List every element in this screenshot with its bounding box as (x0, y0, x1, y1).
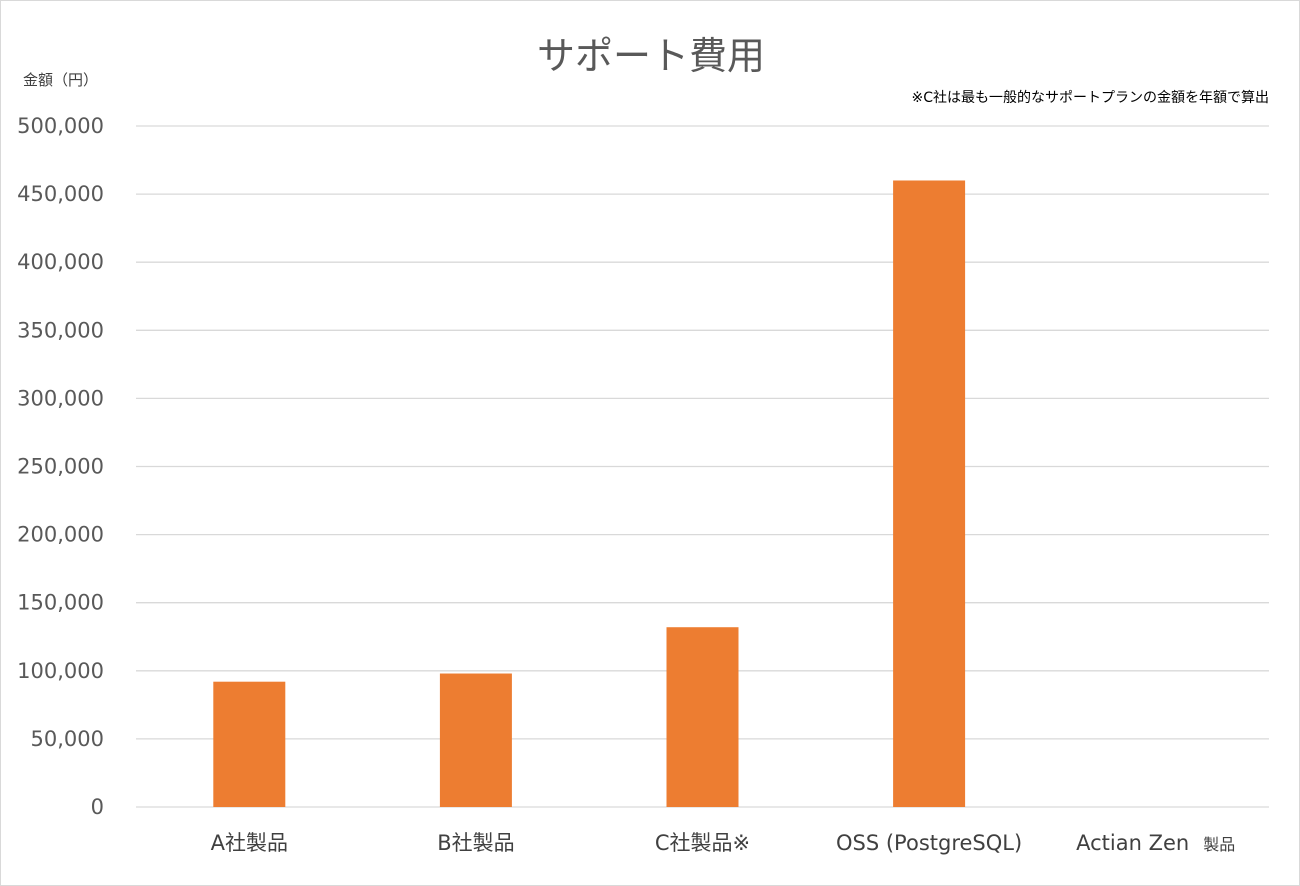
x-tick-label: OSS (PostgreSQL) (836, 831, 1022, 855)
x-tick-main: C社製品※ (655, 831, 750, 855)
bar (893, 180, 966, 808)
x-tick-main: Actian Zen (1076, 831, 1189, 855)
x-tick-label: C社製品※ (655, 831, 750, 855)
bar (213, 681, 286, 807)
y-tick-label: 450,000 (17, 182, 104, 206)
x-tick-main: A社製品 (211, 831, 288, 855)
y-tick-label: 150,000 (17, 591, 104, 615)
y-axis-label: 金額（円） (23, 71, 98, 89)
x-tick-label: B社製品 (437, 831, 514, 855)
y-tick-label: 500,000 (17, 114, 104, 138)
y-tick-label: 300,000 (17, 386, 104, 410)
x-tick-label: Actian Zen 製品 (1076, 831, 1235, 855)
bars (213, 180, 966, 808)
y-tick-label: 50,000 (31, 727, 104, 751)
x-tick-main: OSS (PostgreSQL) (836, 831, 1022, 855)
y-tick-label: 0 (91, 795, 104, 819)
x-axis-ticks: A社製品 B社製品 C社製品※ OSS (PostgreSQL) Actian Zen 製… (211, 831, 1236, 855)
y-tick-label: 400,000 (17, 250, 104, 274)
x-tick-suffix: 製品 (1203, 835, 1235, 854)
y-tick-label: 200,000 (17, 523, 104, 547)
bar (439, 673, 512, 807)
y-tick-label: 350,000 (17, 318, 104, 342)
y-tick-label: 100,000 (17, 659, 104, 683)
gridlines (136, 125, 1269, 808)
chart-note: ※C社は最も一般的なサポートプランの金額を年額で算出 (911, 90, 1269, 106)
x-tick-main: B社製品 (437, 831, 514, 855)
y-tick-label: 250,000 (17, 455, 104, 479)
bar (666, 627, 739, 807)
x-tick-label: A社製品 (211, 831, 288, 855)
y-axis-ticks: 0 50,000 100,000 150,000 200,000 250,000 300,0… (17, 114, 104, 819)
chart-title: サポート費用 (537, 34, 765, 78)
